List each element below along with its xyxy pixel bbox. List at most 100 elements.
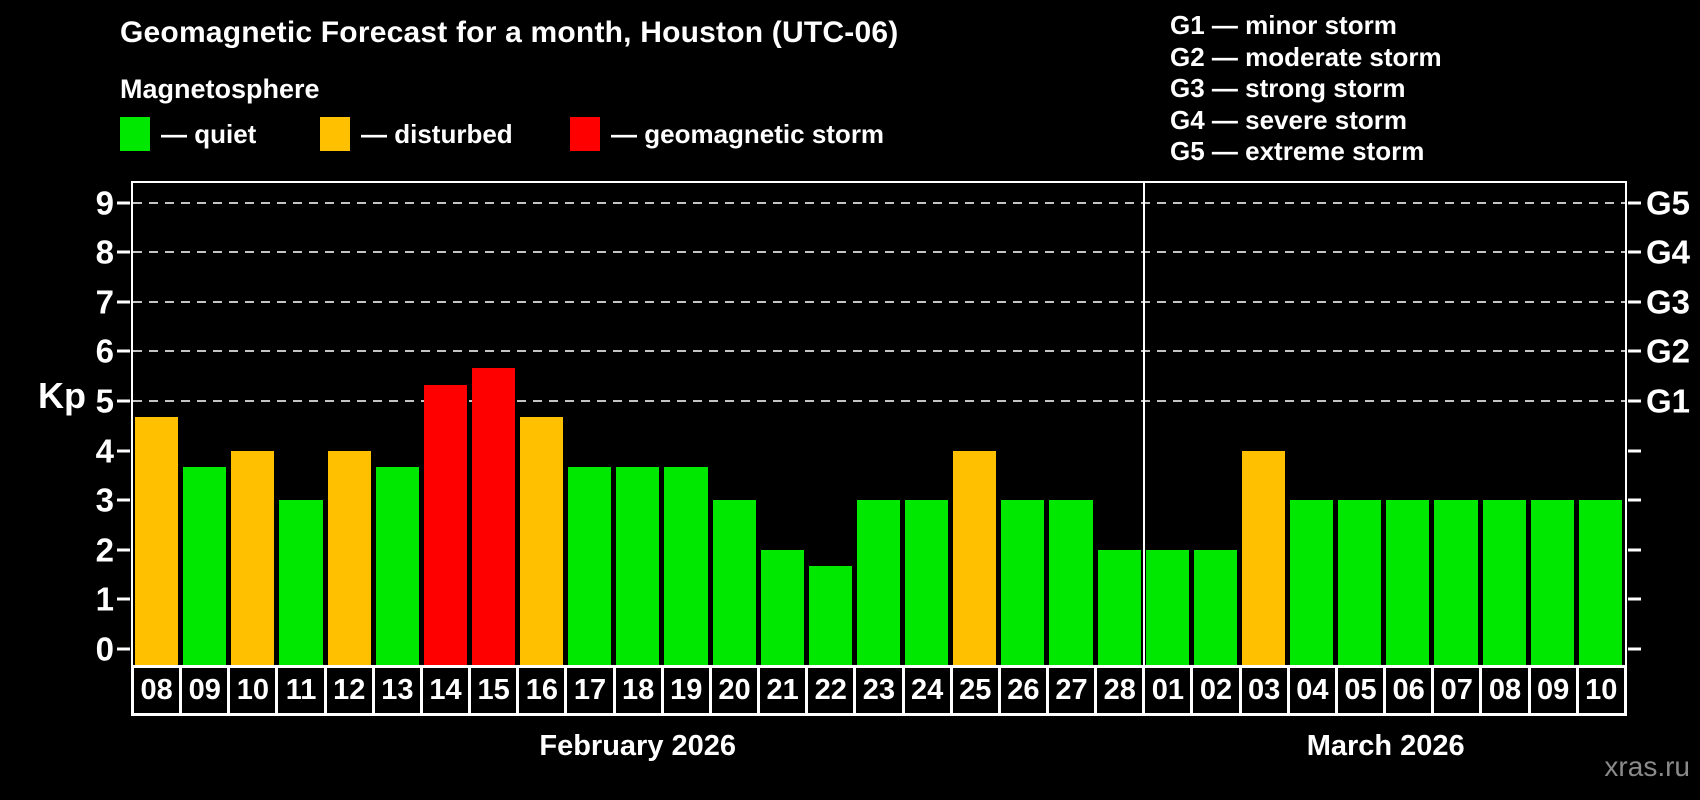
y-tick-left — [117, 399, 130, 403]
kp-bar-12 — [327, 450, 371, 666]
day-label-24: 24 — [905, 668, 953, 713]
kp-bar-20 — [712, 500, 756, 666]
kp-bar-21 — [760, 549, 804, 666]
kp-bar-16 — [520, 417, 564, 666]
kp-bar-19 — [664, 466, 708, 666]
day-label-10: 10 — [230, 668, 279, 713]
y-tick-left — [117, 449, 130, 452]
y-tick-right — [1628, 250, 1641, 254]
day-label-19: 19 — [664, 668, 712, 713]
day-label-11: 11 — [278, 668, 327, 713]
gridline-kp7 — [133, 300, 1625, 303]
g-level-label-g5: G5 — [1646, 184, 1691, 222]
kp-bar-10 — [1578, 500, 1622, 666]
kp-bar-24 — [905, 500, 949, 666]
y-tick-left — [117, 201, 130, 205]
y-tick-label: 3 — [95, 481, 114, 519]
day-label-13: 13 — [375, 668, 423, 713]
day-label-12: 12 — [327, 668, 375, 713]
kp-bar-23 — [856, 500, 901, 666]
day-label-07: 07 — [1434, 668, 1483, 713]
y-tick-right — [1628, 349, 1641, 353]
kp-bar-13 — [375, 466, 419, 666]
legend-item-disturbed: — disturbed — [320, 117, 513, 151]
y-tick-right — [1628, 498, 1641, 502]
kp-bar-02 — [1193, 549, 1237, 666]
g-scale-legend: G1 — minor storm G2 — moderate storm G3 … — [1170, 10, 1442, 168]
y-tick-label: 6 — [95, 332, 114, 370]
y-tick-left — [117, 647, 130, 651]
g-level-label-g4: G4 — [1646, 233, 1691, 271]
kp-bar-09 — [1530, 500, 1574, 666]
g-legend-line-g5: G5 — extreme storm — [1170, 136, 1425, 166]
kp-bar-09 — [183, 466, 227, 666]
magnetosphere-label: Magnetosphere — [120, 74, 320, 104]
day-label-02: 02 — [1193, 668, 1242, 713]
gridline-kp5 — [133, 399, 1625, 402]
y-tick-label: 8 — [95, 233, 114, 271]
day-label-06: 06 — [1386, 668, 1435, 713]
y-tick-right — [1628, 399, 1641, 403]
legend-item-quiet: — quiet — [120, 117, 256, 151]
y-tick-left — [117, 300, 130, 304]
y-tick-right — [1628, 300, 1641, 304]
quiet-swatch-icon — [120, 117, 150, 151]
kp-bar-28 — [1097, 549, 1141, 666]
day-label-01: 01 — [1145, 668, 1194, 713]
y-tick-label: 2 — [95, 531, 114, 569]
y-axis-title: Kp — [38, 374, 86, 416]
y-tick-label: 1 — [95, 580, 114, 618]
y-tick-label: 0 — [95, 630, 114, 668]
y-tick-right — [1628, 449, 1641, 452]
gridline-kp8 — [133, 251, 1625, 254]
kp-bar-26 — [1001, 500, 1045, 666]
legend-label-quiet: — quiet — [161, 118, 257, 149]
g-legend-line-g3: G3 — strong storm — [1170, 73, 1406, 103]
kp-bar-25 — [953, 450, 997, 666]
y-tick-label: 4 — [95, 432, 114, 469]
y-tick-left — [117, 349, 130, 353]
month-label-march: March 2026 — [1306, 730, 1465, 762]
day-label-25: 25 — [953, 668, 1001, 713]
day-label-28: 28 — [1097, 668, 1146, 713]
g-legend-line-g4: G4 — severe storm — [1170, 104, 1408, 135]
kp-bar-01 — [1145, 549, 1189, 666]
kp-bar-11 — [279, 500, 323, 666]
day-label-08: 08 — [1482, 668, 1531, 713]
kp-bar-08 — [135, 417, 179, 666]
day-label-20: 20 — [712, 668, 761, 713]
y-tick-left — [117, 498, 130, 502]
kp-bar-17 — [568, 466, 612, 666]
y-tick-right — [1628, 201, 1641, 205]
day-label-04: 04 — [1290, 668, 1338, 713]
g-level-label-g1: G1 — [1646, 382, 1691, 420]
day-label-08: 08 — [134, 668, 183, 713]
day-label-17: 17 — [567, 668, 616, 713]
day-label-22: 22 — [808, 668, 857, 713]
y-tick-label: 5 — [95, 382, 114, 420]
y-tick-left — [117, 597, 130, 601]
kp-bar-04 — [1290, 500, 1334, 666]
kp-bar-08 — [1482, 500, 1526, 666]
month-separator-line — [1142, 183, 1145, 666]
kp-bar-03 — [1241, 450, 1286, 666]
disturbed-swatch-icon — [320, 117, 350, 151]
kp-bar-18 — [616, 466, 660, 666]
kp-bar-27 — [1049, 500, 1093, 666]
day-label-16: 16 — [519, 668, 568, 713]
y-tick-left — [117, 548, 130, 552]
y-tick-right — [1628, 548, 1641, 552]
kp-bar-14 — [423, 384, 467, 666]
day-label-21: 21 — [760, 668, 809, 713]
kp-bar-07 — [1434, 500, 1478, 666]
kp-bar-06 — [1386, 500, 1430, 666]
day-label-09: 09 — [1531, 668, 1579, 713]
day-label-03: 03 — [1242, 668, 1290, 713]
g-level-label-g2: G2 — [1646, 332, 1691, 370]
g-level-label-g3: G3 — [1646, 283, 1691, 321]
kp-bar-22 — [808, 565, 852, 666]
legend-label-storm: — geomagnetic storm — [611, 118, 885, 149]
chart-title: Geomagnetic Forecast for a month, Housto… — [120, 16, 899, 49]
legend-label-disturbed: — disturbed — [361, 118, 513, 149]
